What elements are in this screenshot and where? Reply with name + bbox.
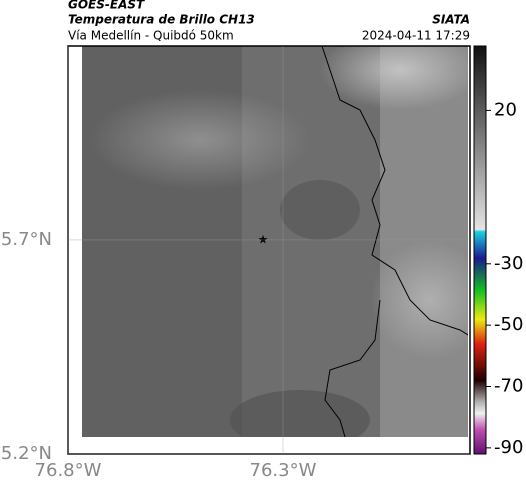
colorbar-tick-label: -70 (494, 376, 523, 397)
agency: SIATA (432, 13, 470, 27)
station-marker: ★ (258, 233, 269, 247)
subtitle: Vía Medellín - Quibdó 50km (68, 29, 234, 43)
colorbar-tick-label: 20 (494, 99, 517, 120)
y-tick-label: 5.7°N (1, 229, 52, 250)
colorbar-tick-label: -90 (494, 437, 523, 458)
x-tick-label: 76.3°W (250, 460, 317, 481)
timestamp: 2024-04-11 17:29 (362, 29, 470, 43)
title: Temperatura de Brillo CH13 (68, 13, 255, 27)
colorbar-tick-label: -30 (494, 253, 523, 274)
source: GOES-EAST (68, 0, 145, 12)
satellite-image (82, 46, 468, 437)
colorbar-tick-label: -50 (494, 314, 523, 335)
colorbar (473, 45, 487, 455)
y-tick-label: 5.2°N (1, 443, 52, 464)
x-tick-label: 76.8°W (35, 460, 102, 481)
